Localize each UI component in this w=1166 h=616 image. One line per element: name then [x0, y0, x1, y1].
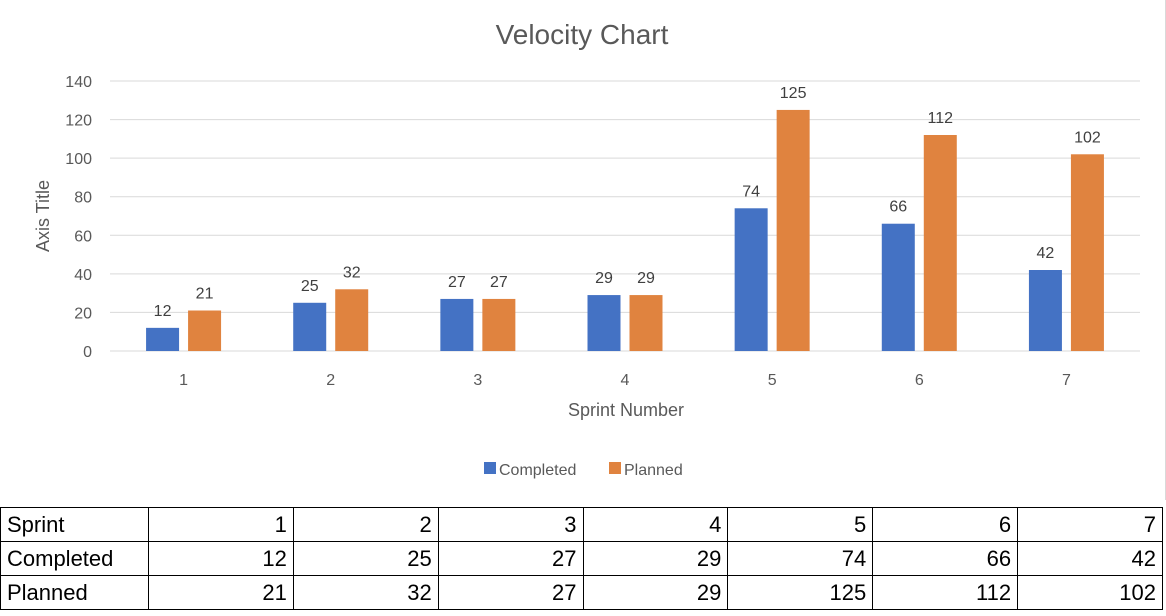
bar-completed — [293, 302, 327, 351]
table-cell: 74 — [727, 541, 874, 576]
table-cell: 12 — [148, 541, 294, 576]
y-tick-label: 20 — [74, 305, 92, 322]
bar-planned — [335, 289, 369, 351]
table-cell: 1 — [148, 507, 294, 542]
data-label: 27 — [448, 274, 466, 291]
data-label: 125 — [780, 85, 807, 102]
data-label: 32 — [343, 264, 361, 281]
bar-completed — [1028, 270, 1062, 351]
x-tick-label: 3 — [473, 372, 482, 389]
x-tick-label: 5 — [768, 372, 777, 389]
bar-planned — [188, 310, 222, 351]
x-axis-title: Sprint Number — [568, 400, 684, 420]
table-row: Completed 12 25 27 29 74 66 42 — [0, 541, 1163, 576]
x-tick-label: 7 — [1062, 372, 1071, 389]
data-label: 27 — [490, 274, 508, 291]
bar-planned — [629, 295, 663, 351]
x-tick-label: 1 — [179, 372, 188, 389]
y-tick-label: 40 — [74, 267, 92, 284]
table-cell: 27 — [437, 575, 584, 610]
data-labels: 12 21 25 32 27 27 29 29 74 125 66 112 42 102 — [154, 85, 1101, 320]
y-tick-label: 0 — [83, 344, 92, 361]
row-header: Planned — [0, 575, 149, 610]
table-cell: 112 — [872, 575, 1019, 610]
legend: Completed Planned — [484, 462, 683, 479]
table-cell: 29 — [582, 575, 729, 610]
x-tick-label: 2 — [326, 372, 335, 389]
table-cell: 2 — [292, 507, 439, 542]
table-cell: 102 — [1017, 575, 1163, 610]
table-cell: 27 — [437, 541, 584, 576]
y-tick-label: 100 — [65, 151, 92, 168]
table-cell: 66 — [872, 541, 1019, 576]
chart-title: Velocity Chart — [496, 19, 669, 50]
row-header: Completed — [0, 541, 149, 576]
table-cell: 4 — [582, 507, 729, 542]
bar-planned — [1070, 154, 1104, 351]
x-tick-labels: 1 2 3 4 5 6 7 — [179, 372, 1071, 389]
bar-planned — [923, 135, 957, 351]
data-label: 102 — [1074, 129, 1101, 146]
table-cell: 21 — [148, 575, 294, 610]
table-row: Sprint 1 2 3 4 5 6 7 — [0, 507, 1163, 542]
bar-completed — [881, 223, 915, 351]
legend-swatch-completed — [484, 462, 496, 474]
table-cell: 25 — [292, 541, 439, 576]
table-cell: 32 — [292, 575, 439, 610]
gridlines — [110, 80, 1140, 352]
table-cell: 7 — [1017, 507, 1163, 542]
legend-label: Planned — [624, 462, 683, 479]
bar-planned — [776, 109, 810, 351]
y-axis-title: Axis Title — [33, 180, 53, 252]
data-label: 21 — [196, 286, 214, 303]
bar-completed — [440, 298, 474, 351]
table-cell: 6 — [872, 507, 1019, 542]
x-tick-label: 6 — [915, 372, 924, 389]
y-tick-labels: 0 20 40 60 80 100 120 140 — [65, 74, 92, 361]
table-cell: 3 — [437, 507, 584, 542]
y-tick-label: 60 — [74, 228, 92, 245]
table-cell: 125 — [727, 575, 874, 610]
data-label: 112 — [928, 110, 954, 127]
data-label: 25 — [301, 278, 319, 295]
chart-area: Velocity Chart 0 20 40 60 80 100 120 140 12 21 25… — [33, 0, 1166, 500]
bar-completed — [146, 327, 180, 351]
y-tick-label: 120 — [65, 113, 92, 130]
legend-label: Completed — [499, 462, 576, 479]
data-label: 12 — [154, 303, 172, 320]
legend-swatch-planned — [609, 462, 621, 474]
table-cell: 42 — [1017, 541, 1163, 576]
data-label: 29 — [595, 270, 613, 287]
data-label: 66 — [889, 199, 907, 216]
y-tick-label: 80 — [74, 190, 92, 207]
data-table: Sprint 1 2 3 4 5 6 7 Completed 12 25 27 29 74 66 42 Plan… — [0, 507, 1163, 610]
table-row: Planned 21 32 27 29 125 112 102 — [0, 575, 1163, 610]
data-label: 42 — [1037, 245, 1055, 262]
bar-completed — [587, 295, 621, 351]
y-tick-label: 140 — [65, 74, 92, 91]
data-label: 74 — [742, 183, 760, 200]
table-cell: 29 — [582, 541, 729, 576]
bars — [146, 109, 1104, 351]
x-tick-label: 4 — [621, 372, 630, 389]
bar-planned — [482, 298, 516, 351]
data-label: 29 — [637, 270, 655, 287]
row-header: Sprint — [0, 507, 149, 542]
table-cell: 5 — [727, 507, 874, 542]
bar-completed — [734, 208, 768, 351]
